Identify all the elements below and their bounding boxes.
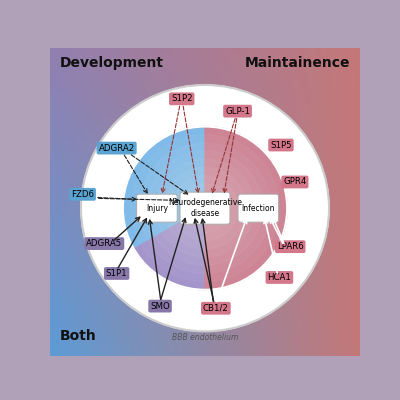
Text: S1P1: S1P1 (106, 269, 128, 278)
Text: HCA1: HCA1 (268, 273, 291, 282)
Wedge shape (123, 126, 205, 249)
Text: ADGRA5: ADGRA5 (86, 239, 122, 248)
Text: BBB endothelium: BBB endothelium (172, 333, 238, 342)
Text: Infection: Infection (242, 204, 275, 213)
Text: Both: Both (59, 329, 96, 343)
Wedge shape (205, 126, 287, 208)
Text: Neurodegenerative
disease: Neurodegenerative disease (168, 198, 242, 218)
Text: LPAR6: LPAR6 (277, 242, 304, 251)
FancyBboxPatch shape (180, 192, 230, 224)
Text: Maintainence: Maintainence (245, 56, 351, 70)
FancyBboxPatch shape (238, 194, 279, 222)
Text: ADGRA2: ADGRA2 (98, 144, 135, 152)
Text: FZD6: FZD6 (71, 190, 94, 199)
Circle shape (81, 85, 329, 331)
Text: CB1/2: CB1/2 (203, 304, 229, 313)
Wedge shape (134, 208, 205, 290)
Text: S1P5: S1P5 (270, 140, 292, 150)
Wedge shape (205, 208, 287, 290)
Text: SMO: SMO (150, 302, 170, 311)
Text: GLP-1: GLP-1 (225, 107, 250, 116)
Text: S1P2: S1P2 (171, 94, 192, 103)
Text: GPR4: GPR4 (283, 178, 306, 186)
Text: Development: Development (59, 56, 163, 70)
FancyBboxPatch shape (137, 194, 177, 222)
Text: Injury: Injury (146, 204, 168, 213)
